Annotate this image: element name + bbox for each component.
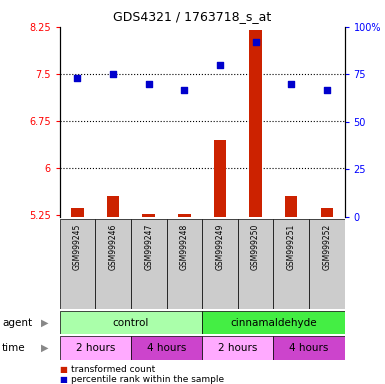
Bar (178, 214, 191, 217)
Text: percentile rank within the sample: percentile rank within the sample (71, 374, 224, 384)
Bar (166, 219, 202, 309)
Bar (202, 336, 273, 360)
Point (181, 86, 187, 93)
Text: GSM999252: GSM999252 (322, 223, 331, 270)
Point (146, 81, 152, 87)
Text: GDS4321 / 1763718_s_at: GDS4321 / 1763718_s_at (113, 10, 272, 23)
Point (288, 81, 294, 87)
Text: GSM999245: GSM999245 (73, 223, 82, 270)
Text: GSM999250: GSM999250 (251, 223, 260, 270)
Point (217, 62, 223, 68)
Bar (107, 195, 119, 217)
Bar (131, 219, 166, 309)
Text: GSM999246: GSM999246 (109, 223, 117, 270)
Bar (95, 219, 131, 309)
Bar (214, 140, 226, 217)
Bar (71, 208, 84, 217)
Text: ■: ■ (60, 374, 67, 384)
Text: ▶: ▶ (40, 318, 48, 328)
Bar (60, 311, 202, 334)
Text: 4 hours: 4 hours (289, 343, 329, 353)
Text: ▶: ▶ (40, 343, 48, 353)
Text: 4 hours: 4 hours (147, 343, 186, 353)
Bar (285, 195, 297, 217)
Text: 2 hours: 2 hours (218, 343, 258, 353)
Text: transformed count: transformed count (71, 365, 156, 374)
Text: control: control (113, 318, 149, 328)
Bar (202, 311, 345, 334)
Bar (202, 219, 238, 309)
Bar (273, 219, 309, 309)
Text: GSM999247: GSM999247 (144, 223, 153, 270)
Bar (238, 219, 273, 309)
Text: GSM999251: GSM999251 (287, 223, 296, 270)
Point (74, 75, 80, 81)
Point (110, 71, 116, 78)
Text: GSM999248: GSM999248 (180, 223, 189, 270)
Text: ■: ■ (60, 365, 67, 374)
Text: GSM999249: GSM999249 (216, 223, 224, 270)
Bar (309, 219, 345, 309)
Text: agent: agent (2, 318, 32, 328)
Text: cinnamaldehyde: cinnamaldehyde (230, 318, 316, 328)
Point (253, 39, 259, 45)
Bar (60, 336, 131, 360)
Point (324, 86, 330, 93)
Bar (60, 219, 95, 309)
Bar (131, 336, 202, 360)
Text: 2 hours: 2 hours (75, 343, 115, 353)
Bar (273, 336, 345, 360)
Text: time: time (2, 343, 25, 353)
Bar (321, 208, 333, 217)
Bar (142, 214, 155, 217)
Bar (249, 30, 262, 217)
